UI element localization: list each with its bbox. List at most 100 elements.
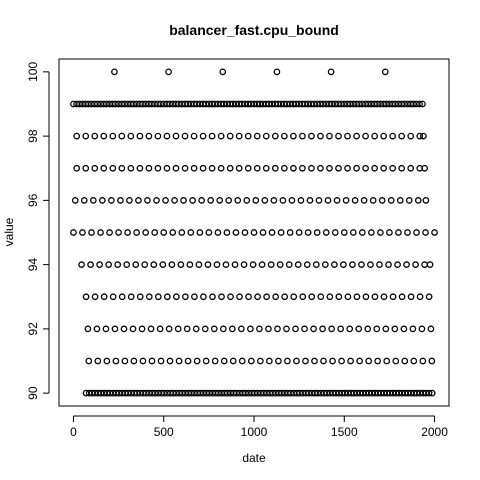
data-point: [413, 389, 421, 397]
data-point: [389, 164, 397, 172]
data-point: [201, 325, 209, 333]
data-point: [265, 100, 273, 108]
data-point: [224, 389, 231, 397]
data-point: [290, 293, 298, 301]
data-point: [183, 325, 191, 333]
data-point: [115, 229, 122, 236]
data-point: [244, 164, 252, 172]
data-point: [396, 197, 404, 204]
data-point: [302, 357, 309, 365]
data-point: [374, 357, 382, 365]
data-point: [317, 164, 324, 172]
data-point: [313, 229, 321, 236]
data-point: [124, 389, 132, 397]
data-point: [251, 389, 258, 397]
data-point: [353, 132, 360, 140]
data-point: [96, 261, 103, 268]
data-point: [420, 132, 427, 140]
data-point: [290, 132, 297, 140]
data-point: [220, 357, 228, 365]
data-point: [181, 164, 189, 172]
data-point: [163, 132, 171, 140]
data-point: [356, 357, 363, 365]
data-point: [389, 293, 397, 301]
data-point: [112, 100, 119, 108]
data-point: [247, 100, 255, 108]
data-point: [238, 325, 245, 333]
data-point: [209, 293, 216, 301]
data-point: [328, 325, 335, 333]
data-point: [427, 325, 435, 333]
data-point: [340, 229, 348, 236]
data-point: [106, 389, 114, 397]
data-point: [129, 325, 137, 333]
data-point: [283, 100, 291, 108]
data-point: [265, 325, 272, 333]
data-point: [262, 132, 270, 140]
data-point: [136, 132, 144, 140]
data-point: [290, 164, 297, 172]
data-point: [127, 132, 135, 140]
data-point: [111, 325, 119, 333]
data-point: [219, 68, 227, 76]
data-point: [130, 100, 137, 108]
data-point: [217, 164, 225, 172]
data-point: [144, 197, 151, 204]
data-point: [159, 261, 167, 268]
data-point: [184, 100, 192, 108]
data-point: [215, 389, 222, 397]
data-point: [377, 229, 384, 236]
data-point: [225, 197, 233, 204]
y-axis-label: value: [2, 217, 16, 246]
data-point: [270, 197, 278, 204]
data-point: [211, 357, 219, 365]
data-point: [335, 293, 343, 301]
data-point: [207, 197, 215, 204]
data-point: [145, 164, 153, 172]
data-point: [353, 164, 360, 172]
data-point: [133, 229, 140, 236]
data-point: [88, 229, 95, 236]
data-point: [147, 325, 155, 333]
data-point: [311, 357, 318, 365]
data-point: [130, 357, 138, 365]
data-point: [269, 389, 276, 397]
x-tick-label: 1000: [241, 425, 268, 439]
data-point: [109, 164, 117, 172]
data-point: [84, 325, 92, 333]
data-point: [314, 389, 322, 397]
data-point: [192, 325, 200, 333]
data-point: [353, 293, 361, 301]
data-point: [219, 325, 227, 333]
data-point: [299, 293, 307, 301]
data-point: [177, 261, 185, 268]
data-point: [211, 100, 219, 108]
data-point: [175, 100, 183, 108]
x-tick-label: 1500: [331, 425, 358, 439]
data-point: [132, 261, 140, 268]
data-point: [398, 293, 406, 301]
data-point: [340, 261, 347, 268]
data-point: [97, 229, 104, 236]
data-point: [416, 100, 423, 108]
data-point: [213, 261, 221, 268]
data-point: [121, 357, 129, 365]
data-point: [351, 197, 359, 204]
data-point: [256, 100, 264, 108]
data-point: [425, 293, 433, 301]
data-point: [312, 261, 320, 268]
data-point: [283, 325, 290, 333]
data-point: [197, 389, 204, 397]
data-point: [272, 293, 280, 301]
data-point: [362, 293, 370, 301]
data-point: [169, 229, 177, 236]
data-point: [305, 389, 313, 397]
data-point: [306, 197, 314, 204]
data-point: [337, 100, 345, 108]
data-point: [387, 197, 395, 204]
data-point: [80, 197, 88, 204]
data-point: [160, 389, 168, 397]
data-point: [380, 164, 387, 172]
data-point: [82, 293, 90, 301]
data-point: [252, 197, 260, 204]
